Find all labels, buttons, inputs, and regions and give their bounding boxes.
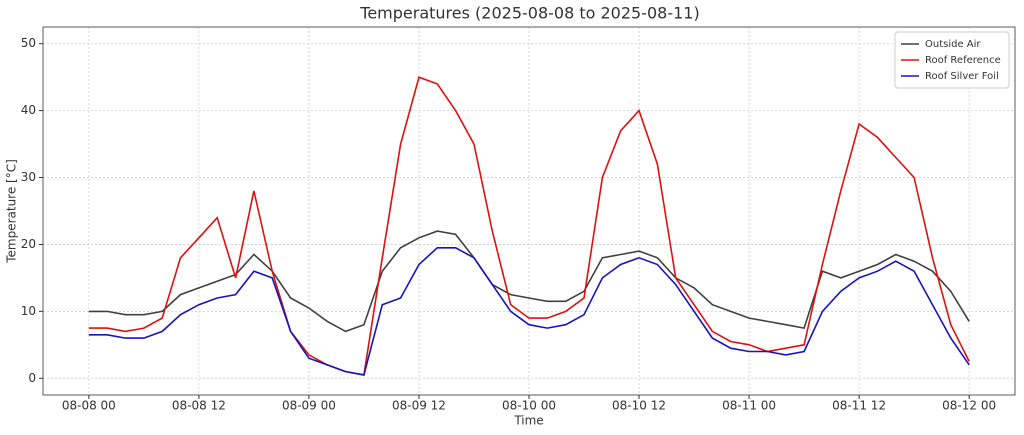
y-tick-label: 50 [21, 36, 36, 50]
plot-frame [42, 26, 1016, 396]
y-tick-label: 40 [21, 103, 36, 117]
y-tick-label: 20 [21, 237, 36, 251]
y-tick-label: 0 [28, 371, 36, 385]
y-axis-label: Temperature [°C] [5, 159, 19, 264]
legend-label: Outside Air [925, 39, 981, 50]
x-tick-label: 08-10 12 [612, 399, 666, 413]
x-tick-label: 08-11 00 [722, 399, 776, 413]
x-tick-label: 08-08 00 [62, 399, 116, 413]
x-axis-label: Time [513, 414, 543, 428]
series-line [88, 76, 970, 376]
x-tick-label: 08-08 12 [172, 399, 226, 413]
x-tick-label: 08-09 00 [282, 399, 336, 413]
series-line [88, 247, 970, 376]
legend-label: Roof Silver Foil [925, 71, 999, 82]
y-tick-label: 10 [21, 304, 36, 318]
chart-title: Temperatures (2025-08-08 to 2025-08-11) [359, 4, 699, 23]
x-tick-label: 08-11 12 [832, 399, 886, 413]
x-tick-label: 08-12 00 [942, 399, 996, 413]
x-tick-label: 08-09 12 [392, 399, 446, 413]
x-tick-label: 08-10 00 [502, 399, 556, 413]
legend-label: Roof Reference [925, 55, 1001, 66]
y-tick-label: 30 [21, 170, 36, 184]
legend-box [894, 31, 1010, 89]
